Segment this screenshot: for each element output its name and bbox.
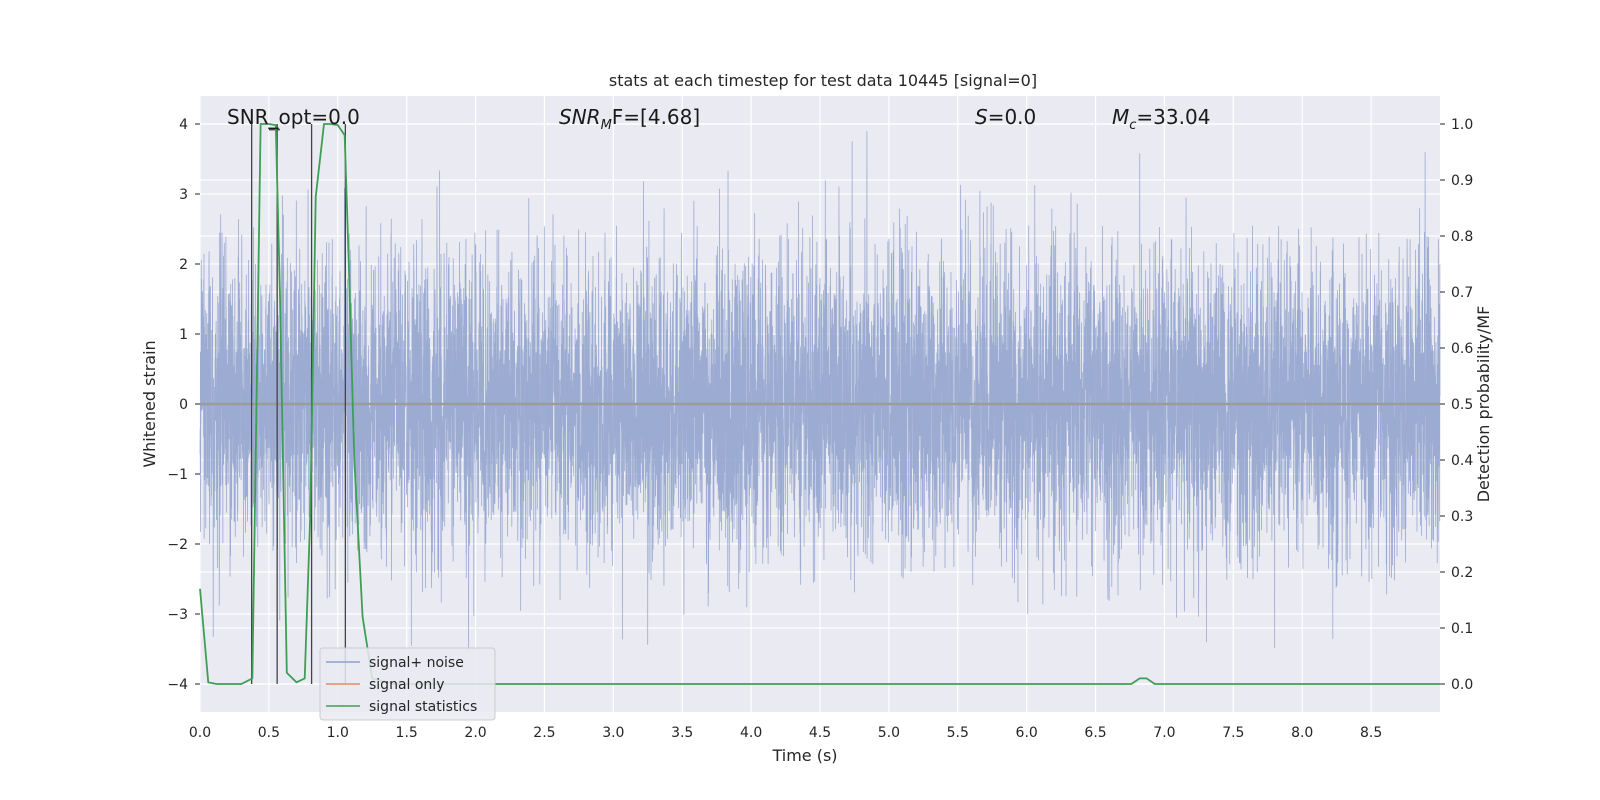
x-axis-label: Time (s) (771, 746, 837, 765)
x-tick-label: 1.5 (396, 725, 418, 741)
y-tick-label: 2 (179, 257, 188, 273)
x-tick-label: 0.0 (189, 725, 211, 741)
x-tick-label: 7.0 (1153, 725, 1175, 741)
y2-tick-label: 0.2 (1451, 565, 1473, 581)
annotation-mc-sub: c (1129, 118, 1136, 133)
series-signal-statistics (199, 123, 1440, 685)
y2-tick-label: 1.0 (1451, 117, 1473, 133)
y2-tick-label: 0.7 (1451, 285, 1473, 301)
signal-noise-trace (199, 131, 1441, 653)
y-axis-ticks: 4 3 2 1 0 −1 −2 −3 −4 (167, 117, 200, 693)
marker-lines (251, 124, 347, 684)
x-tick-label: 7.5 (1222, 725, 1244, 741)
x-tick-label: 6.0 (1016, 725, 1038, 741)
x-tick-label: 8.0 (1291, 725, 1313, 741)
legend-label-signal-only: signal only (369, 677, 444, 693)
y-axis-label: Whitened strain (140, 340, 159, 467)
x-tick-label: 4.5 (809, 725, 831, 741)
x-tick-label: 0.5 (258, 725, 280, 741)
annotation-snr-mf: SNRMF=[4.68] (559, 105, 700, 133)
y2-tick-label: 0.0 (1451, 677, 1473, 693)
y2-tick-label: 0.4 (1451, 453, 1473, 469)
x-tick-label: 5.5 (947, 725, 969, 741)
annotation-s: S=0.0 (975, 105, 1036, 129)
legend-label-signal-noise: signal+ noise (369, 655, 464, 671)
y2-tick-label: 0.9 (1451, 173, 1473, 189)
x-tick-label: 5.0 (878, 725, 900, 741)
annotation-s-prefix: S (975, 105, 988, 129)
chart-title: stats at each timestep for test data 104… (609, 71, 1037, 90)
y2-tick-label: 0.5 (1451, 397, 1473, 413)
x-tick-label: 3.5 (671, 725, 693, 741)
x-tick-label: 4.0 (740, 725, 762, 741)
y-tick-label: 0 (179, 397, 188, 413)
legend-label-signal-statistics: signal statistics (369, 699, 477, 715)
y2-tick-label: 0.3 (1451, 509, 1473, 525)
y-tick-label: 4 (179, 117, 188, 133)
y2-tick-label: 0.1 (1451, 621, 1473, 637)
x-tick-label: 2.0 (464, 725, 486, 741)
series-signal-noise (199, 131, 1441, 653)
y2-axis-ticks: 1.0 0.9 0.8 0.7 0.6 0.5 0.4 0.3 0.2 0.1 0.0 (1440, 117, 1473, 693)
annotation-snr-opt: SNR_opt=0.0 (227, 105, 360, 129)
x-tick-label: 6.5 (1084, 725, 1106, 741)
x-tick-label: 3.0 (602, 725, 624, 741)
y-tick-label: −1 (167, 467, 188, 483)
y-tick-label: −2 (167, 537, 188, 553)
annotation-mc-prefix: M (1112, 105, 1129, 129)
annotation-mc-rest: =33.04 (1136, 105, 1210, 129)
legend: signal+ noise signal only signal statist… (319, 647, 496, 721)
x-tick-label: 2.5 (533, 725, 555, 741)
annotation-mc: Mc=33.04 (1112, 105, 1210, 133)
annotation-snr-mf-prefix: SNR (559, 105, 601, 129)
x-axis-ticks: 0.0 0.5 1.0 1.5 2.0 2.5 3.0 3.5 4.0 4.5 5.0 5.5 6.0 6… (189, 725, 1382, 741)
annotation-snr-mf-sub: M (601, 118, 612, 133)
annotation-s-rest: =0.0 (988, 105, 1037, 129)
y-tick-label: −4 (167, 677, 188, 693)
x-tick-label: 1.0 (327, 725, 349, 741)
x-tick-label: 8.5 (1360, 725, 1382, 741)
y2-axis-label: Detection probability/MF (1474, 306, 1493, 503)
annotation-snr-mf-rest: F=[4.68] (612, 105, 700, 129)
y2-tick-label: 0.8 (1451, 229, 1473, 245)
y2-tick-label: 0.6 (1451, 341, 1473, 357)
y-tick-label: −3 (167, 607, 188, 623)
legend-box (319, 647, 496, 721)
y-tick-label: 3 (179, 187, 188, 203)
y-tick-label: 1 (179, 327, 188, 343)
